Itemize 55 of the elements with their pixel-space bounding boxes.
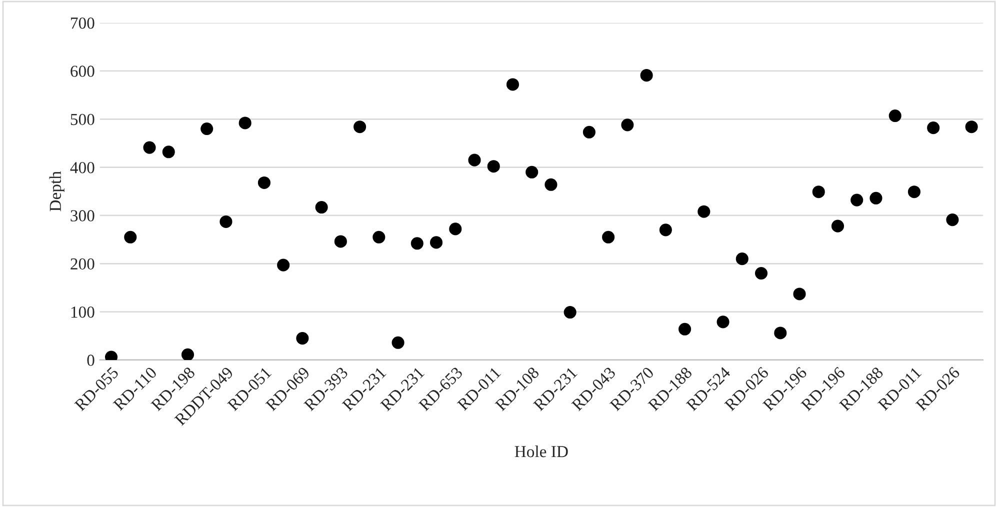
point	[716, 316, 730, 328]
y-axis-title: Depth	[49, 171, 64, 212]
y-tick-label: 100	[71, 306, 94, 318]
point	[621, 118, 634, 132]
point	[334, 235, 347, 248]
point	[870, 192, 882, 204]
point	[965, 120, 978, 134]
point	[526, 166, 538, 178]
y-tick-label: 700	[71, 18, 94, 29]
point	[181, 348, 194, 360]
y-tick-label: 200	[70, 258, 94, 270]
point	[754, 267, 768, 280]
point	[812, 186, 825, 198]
y-tick-label: 300	[70, 210, 94, 222]
point	[258, 176, 270, 189]
point	[449, 222, 462, 236]
point	[640, 69, 653, 82]
point	[927, 122, 940, 134]
point	[143, 141, 156, 154]
y-tick-label: 600	[70, 66, 94, 77]
point	[831, 220, 844, 232]
point	[200, 122, 214, 136]
point	[544, 178, 558, 191]
point	[506, 78, 520, 91]
point	[410, 237, 424, 250]
point	[277, 258, 290, 272]
point	[468, 154, 481, 166]
point	[908, 186, 920, 198]
point	[946, 214, 959, 226]
point	[564, 306, 576, 319]
point	[698, 205, 710, 218]
point	[678, 322, 692, 336]
point	[315, 201, 328, 214]
point	[124, 230, 137, 244]
point	[220, 215, 232, 228]
point	[850, 194, 864, 206]
point	[487, 160, 500, 173]
point	[392, 336, 404, 349]
y-tick-label: 400	[70, 162, 94, 174]
point	[238, 116, 252, 130]
point	[582, 126, 596, 138]
point	[888, 110, 902, 122]
y-tick-label: 0	[87, 354, 94, 366]
point	[296, 332, 309, 345]
point	[354, 120, 366, 134]
point	[430, 236, 443, 249]
point	[602, 230, 615, 244]
point	[793, 288, 806, 300]
x-axis-title: Hole ID	[514, 445, 568, 458]
y-tick-label: 500	[70, 114, 94, 126]
point	[774, 326, 787, 340]
point	[372, 230, 386, 244]
point	[162, 146, 175, 158]
point	[736, 252, 748, 266]
point	[659, 224, 672, 236]
